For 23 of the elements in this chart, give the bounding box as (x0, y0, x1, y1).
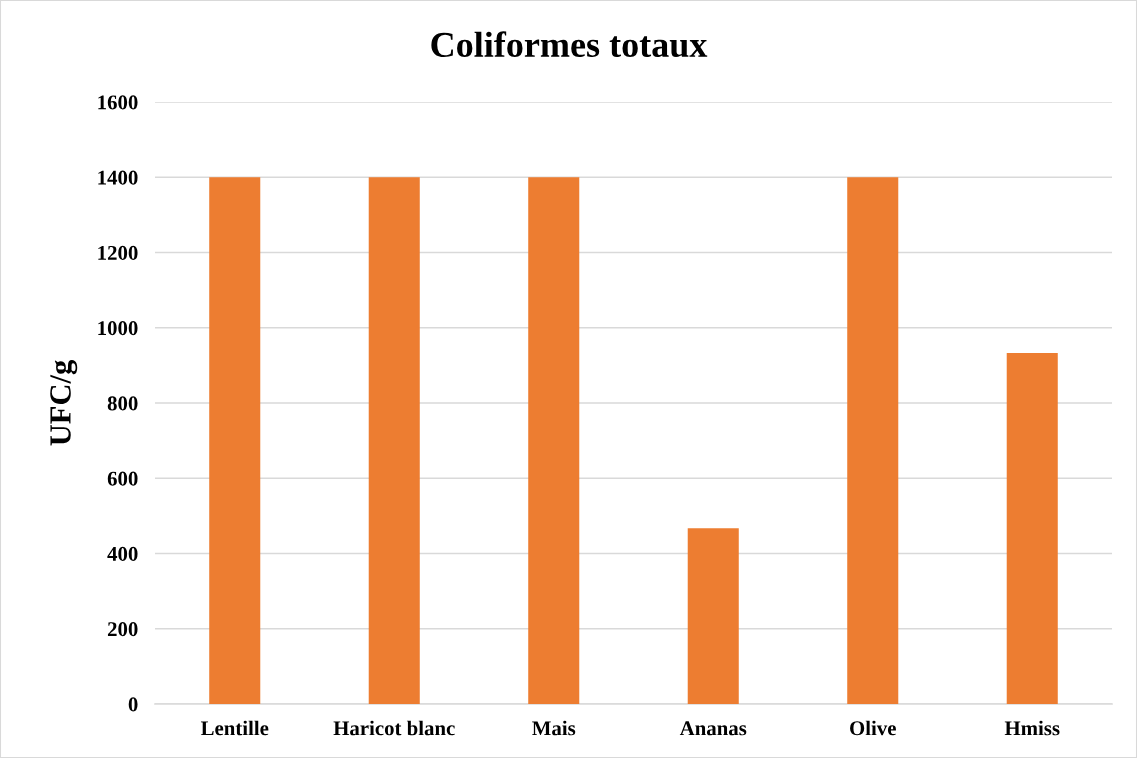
y-tick-label: 200 (107, 622, 138, 637)
x-tick-label: Hmiss (1004, 720, 1060, 736)
x-tick-label: Lentille (200, 720, 269, 736)
bar (528, 177, 580, 704)
y-tick-label: 0 (128, 697, 138, 712)
y-tick-label: 1400 (98, 170, 138, 185)
bar (1006, 352, 1058, 704)
y-tick-label: 800 (107, 396, 138, 411)
y-tick-label: 400 (107, 546, 138, 561)
y-tick-label: 1000 (98, 321, 138, 336)
y-tick-label: 1200 (98, 245, 138, 260)
y-tick-label: 600 (107, 471, 138, 486)
y-tick-label: 1600 (98, 95, 138, 110)
bar (209, 177, 261, 704)
x-tick-label: Mais (532, 720, 576, 736)
bar (847, 177, 899, 704)
x-tick-label: Ananas (679, 721, 747, 736)
y-axis-title: UFC/g (50, 360, 78, 446)
x-tick-label: Haricot blanc (333, 720, 455, 736)
bar (368, 177, 420, 704)
x-tick-label: Olive (850, 720, 896, 736)
bar (687, 528, 739, 704)
chart-title: Coliformes totaux (431, 31, 708, 58)
